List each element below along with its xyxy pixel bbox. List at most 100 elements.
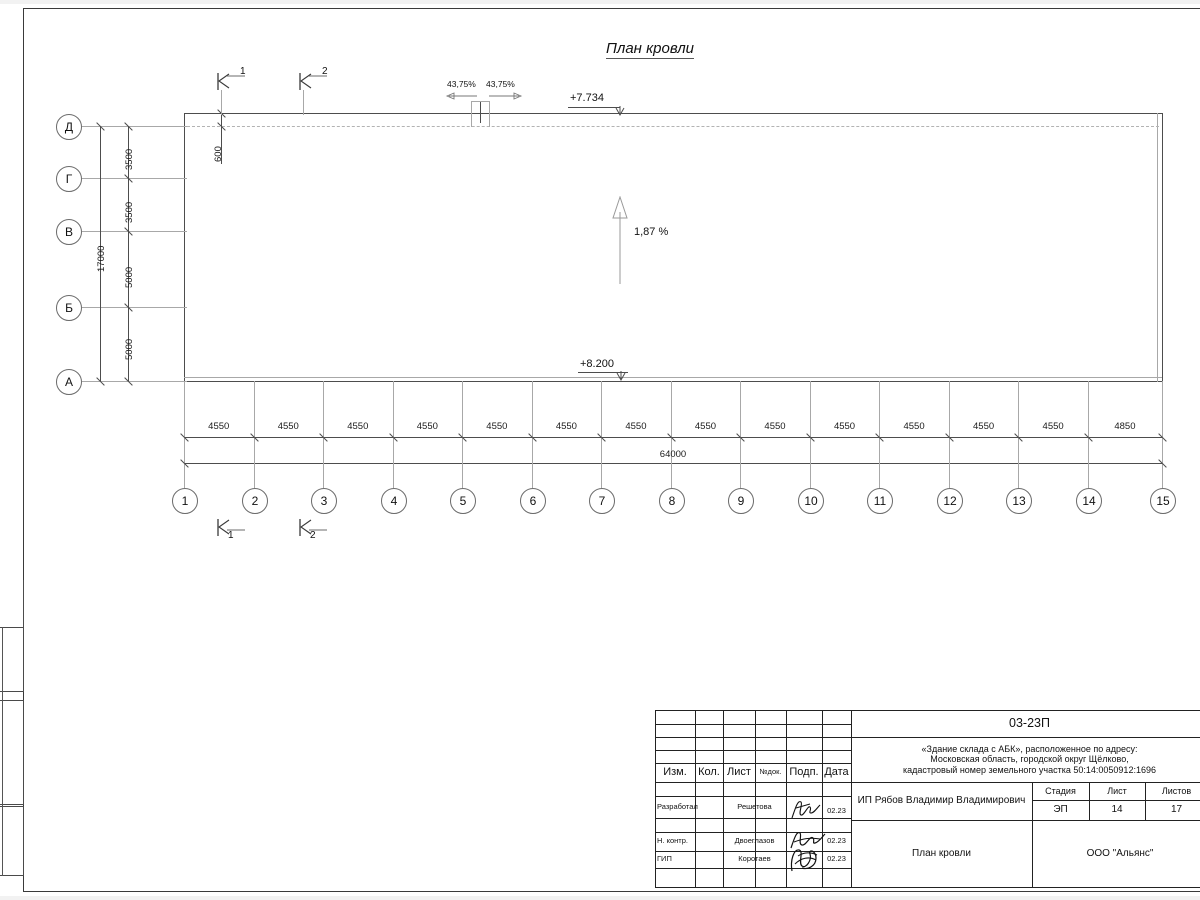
axis-bubble-4[interactable]: 4 <box>381 488 407 514</box>
axis-bubble-9[interactable]: 9 <box>728 488 754 514</box>
axis-bubble-B[interactable]: Б <box>56 295 82 321</box>
vdim-value-4: 5000 <box>124 338 135 360</box>
section-mark-top-2-icon[interactable] <box>297 70 337 96</box>
vertical-dim-chain-inner <box>128 126 129 381</box>
section-mark-bottom-2-icon[interactable] <box>297 516 337 542</box>
roof-ridge-dashed-line <box>187 126 1159 127</box>
axis-bubble-12[interactable]: 12 <box>937 488 963 514</box>
vdim-total-value: 17000 <box>96 245 107 272</box>
elevation-top-arrow-icon <box>615 106 625 117</box>
hdim-value-14: 4850 <box>1114 421 1136 432</box>
axis-bubble-14[interactable]: 14 <box>1076 488 1102 514</box>
signature-razrabotal <box>788 796 822 820</box>
hdim-value-13: 4550 <box>1042 421 1064 432</box>
hdim-chain-line <box>184 437 1162 438</box>
tb-list-header: Лист <box>1107 785 1127 796</box>
grid-extension-11 <box>879 381 880 488</box>
hdim-value-1: 4550 <box>208 421 230 432</box>
tb-stage-value: ЭП <box>1053 804 1068 816</box>
section-mark-top-1-label: 1 <box>240 66 246 77</box>
hdim-value-11: 4550 <box>903 421 925 432</box>
roof-outline-left <box>184 113 185 382</box>
ridge-percent-left: 43,75% <box>447 79 476 89</box>
axis-bubble-6[interactable]: 6 <box>520 488 546 514</box>
tb-list-value: 14 <box>1111 804 1123 816</box>
page-bottom-edge <box>0 896 1200 900</box>
section-mark-top-2-label: 2 <box>322 66 328 77</box>
section-mark-top-1-icon[interactable] <box>215 70 255 96</box>
tb-stage-header: Стадия <box>1045 785 1076 796</box>
grid-extension-8 <box>671 381 672 488</box>
axis-bubble-2[interactable]: 2 <box>242 488 268 514</box>
grid-extension-3 <box>323 381 324 488</box>
tb-name-korotaev: Коротаев <box>738 854 771 864</box>
tb-col-data: Дата <box>824 766 849 779</box>
ridge-percent-arrows <box>445 92 523 100</box>
vdim-value-3: 5000 <box>124 266 135 288</box>
axis-line-V <box>82 231 187 232</box>
axis-bubble-15[interactable]: 15 <box>1150 488 1176 514</box>
tb-date-razrabotal: 02.23 <box>827 805 846 815</box>
axis-bubble-10[interactable]: 10 <box>798 488 824 514</box>
tb-doc-code: 03-23П <box>1009 716 1050 731</box>
page-top-edge <box>0 0 1200 4</box>
hdim-value-2: 4550 <box>277 421 299 432</box>
tb-role-gip: ГИП <box>657 854 672 864</box>
grid-extension-5 <box>462 381 463 488</box>
grid-guide-left-1 <box>221 90 222 115</box>
roof-outline-bottom <box>184 381 1162 382</box>
axis-ext-B <box>141 307 187 308</box>
tb-col-ndok: №док. <box>759 767 782 777</box>
tb-listov-value: 17 <box>1170 804 1183 816</box>
tb-object-line2: Московская область, городской округ Щёлк… <box>930 754 1129 765</box>
axis-bubble-8[interactable]: 8 <box>659 488 685 514</box>
axis-bubble-1[interactable]: 1 <box>172 488 198 514</box>
tb-listov-header: Листов <box>1161 785 1192 796</box>
tb-name-dvoeglazov: Двоеглазов <box>734 836 775 846</box>
roof-hatch-left-edge <box>471 101 472 127</box>
axis-line-A <box>82 381 187 382</box>
tb-col-kol: Кол. <box>698 766 720 779</box>
parapet-dim-value: 600 <box>213 146 224 162</box>
roof-slope-arrow-icon <box>612 196 628 284</box>
axis-bubble-13[interactable]: 13 <box>1006 488 1032 514</box>
section-mark-bottom-1-icon[interactable] <box>215 516 255 542</box>
axis-bubble-5[interactable]: 5 <box>450 488 476 514</box>
elevation-bottom-arrow-icon <box>616 371 626 382</box>
hdim-value-7: 4550 <box>625 421 647 432</box>
roof-outline-right <box>1162 113 1163 382</box>
axis-bubble-11[interactable]: 11 <box>867 488 893 514</box>
grid-extension-4 <box>393 381 394 488</box>
margin-stamp-3 <box>0 806 24 876</box>
hdim-value-4: 4550 <box>416 421 438 432</box>
tb-object-description: «Здание склада с АБК», расположенное по … <box>851 737 1200 782</box>
elevation-marker-bottom: +8.200 <box>580 358 614 370</box>
hdim-value-9: 4550 <box>764 421 786 432</box>
elevation-bottom-leader <box>578 372 628 373</box>
axis-bubble-7[interactable]: 7 <box>589 488 615 514</box>
axis-bubble-G[interactable]: Г <box>56 166 82 192</box>
grid-extension-9 <box>740 381 741 488</box>
axis-ext-V <box>141 231 187 232</box>
roof-slope-label: 1,87 % <box>634 226 669 238</box>
axis-bubble-V[interactable]: В <box>56 219 82 245</box>
hdim-value-12: 4550 <box>973 421 995 432</box>
hdim-total-value: 64000 <box>659 449 687 460</box>
grid-extension-14 <box>1088 381 1089 488</box>
axis-bubble-A[interactable]: А <box>56 369 82 395</box>
tb-name-reshetova: Решетова <box>737 801 772 811</box>
hdim-value-8: 4550 <box>694 421 717 432</box>
axis-line-G <box>82 178 187 179</box>
roof-hatch-center-line <box>480 101 482 123</box>
axis-bubble-3[interactable]: 3 <box>311 488 337 514</box>
ridge-percent-right: 43,75% <box>486 79 515 89</box>
tb-customer: ИП Рябов Владимир Владимирович <box>857 795 1026 807</box>
tb-sheet-name: План кровли <box>912 847 971 859</box>
axis-bubble-D[interactable]: Д <box>56 114 82 140</box>
margin-vertical-rule <box>23 580 24 630</box>
hdim-total-line <box>184 463 1162 464</box>
tb-col-podp: Подп. <box>789 766 819 779</box>
margin-stamp-2 <box>0 700 24 805</box>
grid-guide-left-2 <box>303 90 304 115</box>
